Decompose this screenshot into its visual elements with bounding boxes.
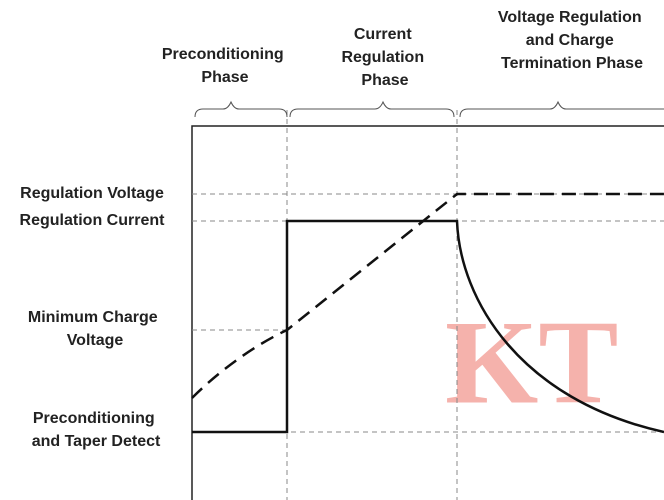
voltage-curve: [191, 192, 664, 399]
phase-brace: [459, 100, 664, 118]
current-curve: [192, 219, 664, 434]
text-line: and Taper Detect: [32, 433, 161, 450]
text-line: Phase: [361, 72, 408, 89]
text-line: Regulation: [341, 49, 424, 66]
phase-label: Voltage Regulation and Charge Terminatio…: [498, 9, 646, 72]
text-line: Regulation Current: [20, 212, 166, 229]
level-label: Minimum Charge Voltage: [28, 309, 162, 349]
level-label: Regulation Current: [20, 212, 166, 229]
phase-label: Current Regulation Phase: [341, 26, 428, 89]
text-line: Voltage: [67, 332, 124, 349]
text-line: Current: [354, 26, 412, 43]
text-line: Voltage Regulation: [498, 9, 642, 26]
text-line: Minimum Charge: [28, 309, 158, 326]
phase-brace: [289, 100, 455, 118]
level-label: Preconditioning and Taper Detect: [32, 410, 161, 450]
level-label: Regulation Voltage: [20, 185, 164, 202]
text-line: Regulation Voltage: [20, 185, 164, 202]
text-line: Preconditioning: [162, 46, 284, 63]
phase-label: Preconditioning Phase: [162, 46, 288, 86]
text-line: Preconditioning: [33, 410, 155, 427]
plot-frame: [191, 125, 664, 500]
text-line: and Charge: [526, 32, 614, 49]
text-line: Termination Phase: [501, 55, 643, 72]
text-line: Phase: [201, 69, 248, 86]
phase-brace: [194, 100, 288, 118]
